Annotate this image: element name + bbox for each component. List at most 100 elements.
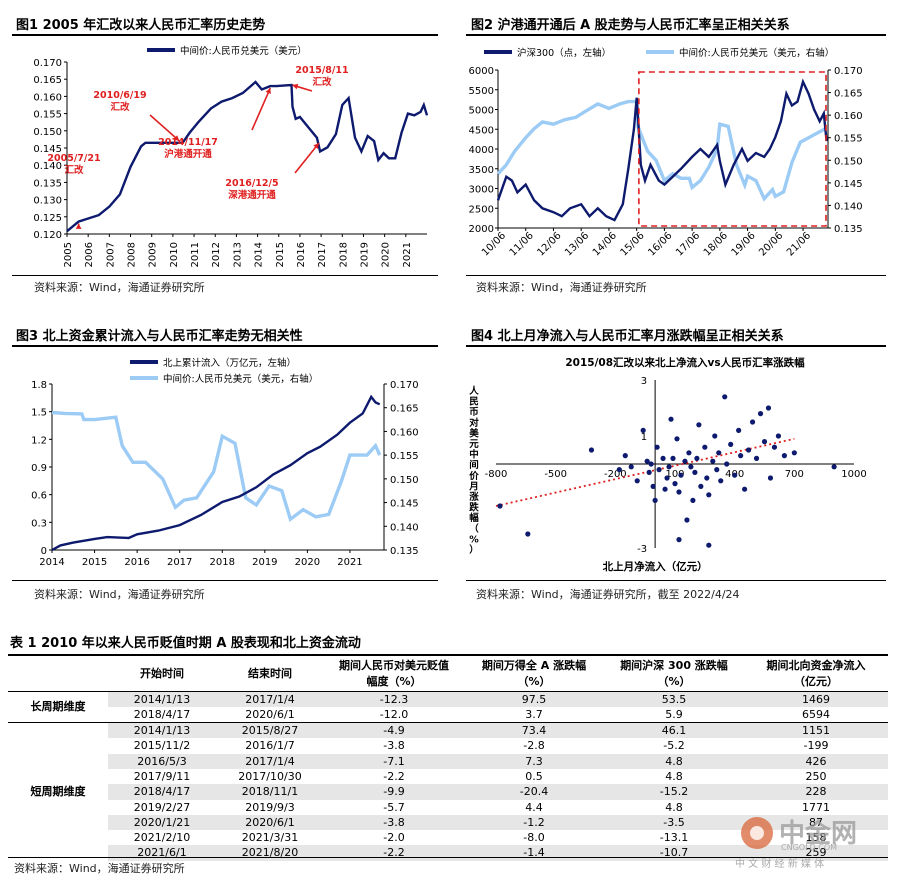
figure4-source: 资料来源：Wind，海通证券研究所，截至 2022/4/24 bbox=[476, 588, 740, 601]
table-row: 2019/2/27 2019/9/3 -5.7 4.4 4.8 1771 bbox=[8, 800, 888, 815]
y-tick-label: 0.130 bbox=[33, 196, 62, 207]
x-tick-label: -500 bbox=[544, 469, 567, 480]
table-cell: -2.8 bbox=[523, 739, 545, 753]
scatter-point bbox=[831, 464, 837, 470]
y-right-tick-label: 0.150 bbox=[834, 156, 863, 167]
table-header: 期间沪深 300 涨跌幅 （%） bbox=[620, 659, 728, 689]
y-axis-label-char: 跌 bbox=[469, 502, 479, 514]
scatter-point bbox=[686, 450, 692, 456]
scatter-point bbox=[692, 469, 698, 475]
highlight-box bbox=[638, 71, 827, 227]
x-tick-label: 1000 bbox=[841, 469, 866, 480]
table-row: 2016/5/3 2017/1/4 -7.1 7.3 4.8 426 bbox=[8, 753, 888, 769]
y-right-tick-label: 0.165 bbox=[390, 404, 419, 415]
data-table: 开始时间 结束时间 期间人民币对美元贬值 幅度（%） 期间万得全 A 涨跌幅 （… bbox=[8, 654, 888, 861]
series-line-fx bbox=[496, 99, 827, 202]
x-tick-label: 2013 bbox=[232, 242, 243, 267]
y-tick-label: 0.135 bbox=[33, 178, 62, 189]
table-cell: -9.9 bbox=[324, 784, 464, 800]
x-tick-label: 21/06 bbox=[785, 230, 813, 258]
scatter-point bbox=[694, 455, 700, 461]
table-source: 资料来源：Wind，海通证券研究所 bbox=[14, 862, 185, 875]
table-cell: 7.3 bbox=[464, 753, 604, 769]
y-right-tick-label: 0.150 bbox=[390, 475, 419, 486]
table-cell: 2016/5/3 bbox=[108, 753, 216, 769]
x-tick-label: 2017 bbox=[167, 557, 192, 568]
scatter-point bbox=[718, 478, 724, 484]
x-tick-label: 2015 bbox=[275, 242, 286, 267]
scatter-point bbox=[678, 472, 684, 478]
table-header: 结束时间 bbox=[248, 667, 292, 681]
legend-label: 中间价:人民币兑美元（美元，右轴） bbox=[163, 373, 318, 385]
scatter-point bbox=[676, 489, 682, 495]
annotation-text: 汇改 bbox=[312, 76, 332, 88]
scatter-point bbox=[646, 469, 652, 475]
table-cell: 4.8 bbox=[604, 753, 744, 769]
table-cell: 5.9 bbox=[665, 707, 683, 721]
table-cell: 2020/6/1 bbox=[216, 814, 324, 831]
y-left-tick-label: 3500 bbox=[469, 165, 494, 176]
annotation-arrowhead bbox=[265, 88, 271, 95]
scatter-point bbox=[706, 542, 712, 548]
table-cell: 1771 bbox=[802, 800, 830, 814]
scatter-point bbox=[716, 450, 722, 456]
y-axis-label-char: 中 bbox=[469, 449, 479, 461]
y-tick-label: 0.165 bbox=[33, 75, 62, 86]
table-cell: 2019/2/27 bbox=[133, 800, 191, 814]
table-cell: 2014/1/13 bbox=[108, 691, 216, 707]
table-cell: -1.2 bbox=[464, 814, 604, 831]
scatter-point bbox=[690, 497, 696, 503]
scatter-point bbox=[732, 472, 738, 478]
series-line-hs300 bbox=[496, 78, 828, 222]
watermark-logo-icon bbox=[741, 817, 773, 849]
annotation-arrow bbox=[251, 87, 272, 131]
annotation-arrow bbox=[294, 142, 320, 174]
y-tick-label: 0.170 bbox=[33, 58, 62, 69]
scatter-point bbox=[702, 444, 708, 450]
x-tick-label: -200 bbox=[604, 469, 627, 480]
table-row: 短周期维度 2014/1/13 2015/8/27 -4.9 73.4 46.1 1151 bbox=[8, 722, 888, 861]
scatter-point bbox=[745, 447, 752, 453]
annotation-text: 2015/8/11 bbox=[295, 65, 348, 76]
scatter-point bbox=[724, 461, 730, 467]
series-line-northbound bbox=[51, 394, 381, 552]
y-left-tick-label: 0.9 bbox=[31, 463, 47, 474]
figure4-chart: 2015/08汇改以来北上净流入vs人民币汇率涨跌幅 -800 -500 -200 10… bbox=[468, 356, 866, 573]
annotation-arrowhead bbox=[313, 143, 319, 150]
x-tick-label: 100 bbox=[665, 469, 684, 480]
y-axis-label-char: 币 bbox=[469, 407, 479, 418]
annotation-text: 2005/7/21 bbox=[47, 153, 100, 164]
y-right-tick-label: 0.160 bbox=[390, 427, 419, 438]
x-tick-label: 2018 bbox=[210, 557, 235, 568]
figure2-chart: 2000 2500 3000 3500 4000 4500 5000 5500 6000 0.13… bbox=[469, 47, 863, 259]
y-left-tick-label: 1.2 bbox=[31, 435, 47, 446]
annotation-arrowhead bbox=[173, 135, 180, 141]
table-header: 开始时间 bbox=[140, 667, 184, 681]
figure2-source: 资料来源：Wind，海通证券研究所 bbox=[476, 281, 647, 294]
table-row: 2020/1/21 2020/6/1 -3.8 -1.2 -3.5 87 bbox=[8, 814, 888, 831]
y-tick-label: 0.125 bbox=[33, 213, 62, 224]
annotation-text: 汇改 bbox=[64, 164, 84, 176]
y-axis-label-char: 涨 bbox=[469, 491, 479, 503]
scatter-point bbox=[650, 483, 656, 489]
table-cell: -7.1 bbox=[324, 753, 464, 769]
annotation-arrow bbox=[149, 114, 180, 142]
table-row: 2017/9/11 2017/10/30 -2.2 0.5 4.8 250 bbox=[8, 769, 888, 784]
y-axis-label-char: 幅 bbox=[469, 512, 479, 524]
scatter-point bbox=[656, 467, 662, 473]
x-tick-label: 2010 bbox=[169, 242, 180, 267]
x-tick-label: 13/06 bbox=[563, 230, 591, 258]
table-cell: -1.4 bbox=[464, 845, 604, 861]
table-cell: 0.5 bbox=[525, 769, 543, 783]
table-cell: 2017/1/4 bbox=[216, 691, 324, 707]
annotation-text: 2010/6/19 bbox=[93, 90, 146, 101]
table-row: 2021/2/10 2021/3/31 -2.0 -8.0 -13.1 158 bbox=[8, 830, 888, 845]
x-tick-label: -800 bbox=[485, 469, 508, 480]
scatter-point bbox=[648, 461, 654, 467]
table-row: 2015/11/2 2016/1/7 -3.8 -2.8 -5.2 -199 bbox=[8, 738, 888, 753]
x-tick-label: 19/06 bbox=[730, 230, 758, 258]
scatter-point bbox=[688, 464, 694, 470]
y-left-tick-label: 5000 bbox=[469, 106, 494, 117]
x-tick-label: 2017 bbox=[317, 242, 328, 267]
scatter-point bbox=[674, 436, 680, 442]
